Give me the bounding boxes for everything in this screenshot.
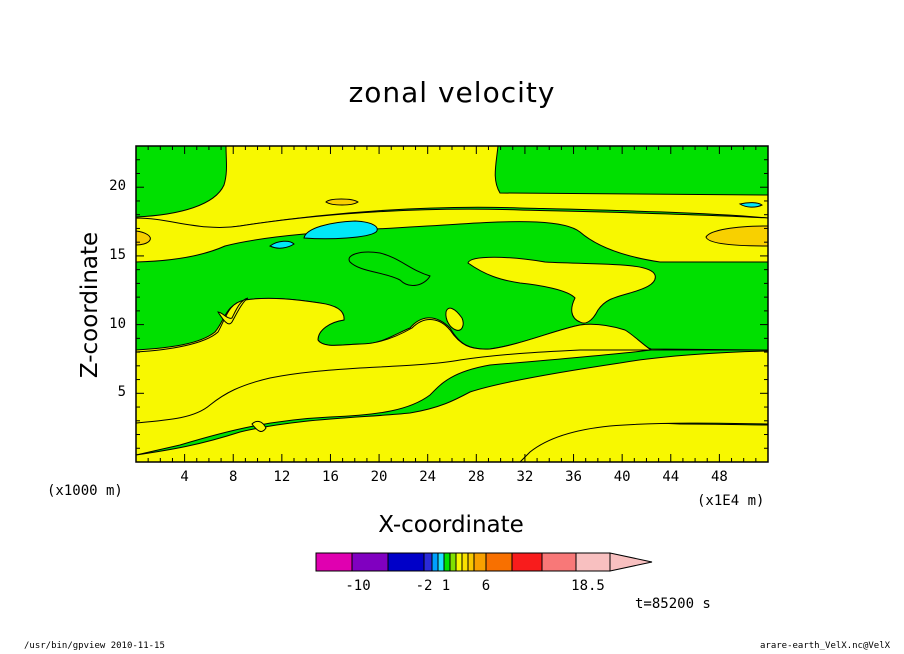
- x-tick-label: 28: [467, 469, 485, 485]
- region-yellow-topband: [136, 208, 768, 263]
- chart-title: zonal velocity: [348, 76, 556, 109]
- colorbar-segment: [423, 552, 433, 572]
- colorbar-extension-arrow: [609, 552, 653, 572]
- x-tick-label: 16: [322, 469, 339, 485]
- region-yellow-island-5: [251, 420, 267, 432]
- colorbar-segment: [541, 552, 577, 572]
- x-tick-label: 4: [180, 469, 189, 485]
- x-tick-label: 32: [516, 469, 534, 485]
- x-tick-label: 12: [273, 469, 291, 485]
- colorbar-segment: [387, 552, 425, 572]
- region-cyan-small: [269, 240, 295, 249]
- colorbar-segment: [485, 552, 513, 572]
- region-orange-top: [325, 198, 359, 206]
- time-label: t=85200 s: [635, 596, 711, 612]
- colorbar-segment: [431, 552, 439, 572]
- y-tick-label: 10: [109, 315, 126, 332]
- x-axis-label: X-coordinate: [378, 512, 524, 538]
- colorbar-segment: [443, 552, 451, 572]
- x-tick-label: 20: [370, 469, 388, 485]
- x-tick-label: 24: [419, 469, 437, 485]
- colorbar-label: -10: [345, 578, 371, 594]
- x-tick-label: 8: [229, 469, 238, 485]
- y-tick-label: 20: [109, 178, 126, 195]
- colorbar-label: 18.5: [571, 578, 605, 594]
- colorbar-label: -2: [415, 578, 433, 594]
- x-scale-label: (x1E4 m): [697, 493, 765, 509]
- colorbar-segment: [473, 552, 487, 572]
- colorbar-segment: [455, 552, 463, 572]
- colorbar-segment: [575, 552, 611, 572]
- y-tick-label: 5: [117, 384, 126, 401]
- y-tick-label: 15: [109, 246, 126, 263]
- region-orange-left: [136, 230, 151, 246]
- footer-right: arare-earth_VelX.nc@VelX: [760, 641, 891, 651]
- region-cyan-center: [303, 220, 378, 240]
- x-tick-label: 48: [710, 469, 728, 485]
- region-orange-right: [705, 225, 768, 247]
- colorbar-segment: [449, 552, 457, 572]
- colorbar-segment: [511, 552, 543, 572]
- region-yellow-island-3: [445, 307, 464, 331]
- region-cyan-right: [738, 202, 763, 208]
- region-green-island-1: [348, 251, 431, 287]
- region-yellow-lower: [136, 297, 653, 424]
- colorbar: [315, 552, 653, 572]
- region-yellow-island-4: [217, 297, 249, 325]
- colorbar-segment: [437, 552, 445, 572]
- colorbar-segment: [351, 552, 389, 572]
- x-unit-label: (x1000 m): [47, 483, 123, 499]
- footer-left: /usr/bin/gpview 2010-11-15: [24, 641, 165, 651]
- x-tick-label: 40: [613, 469, 631, 485]
- colorbar-segment: [461, 552, 469, 572]
- x-tick-label: 36: [565, 469, 582, 485]
- colorbar-segment: [315, 552, 353, 572]
- x-tick-label: 44: [662, 469, 680, 485]
- colorbar-label: 1: [441, 578, 451, 594]
- region-yellow-island-2: [467, 256, 656, 324]
- colorbar-segment: [467, 552, 475, 572]
- colorbar-label: 6: [481, 578, 491, 594]
- y-axis-label: Z-coordinate: [77, 231, 103, 379]
